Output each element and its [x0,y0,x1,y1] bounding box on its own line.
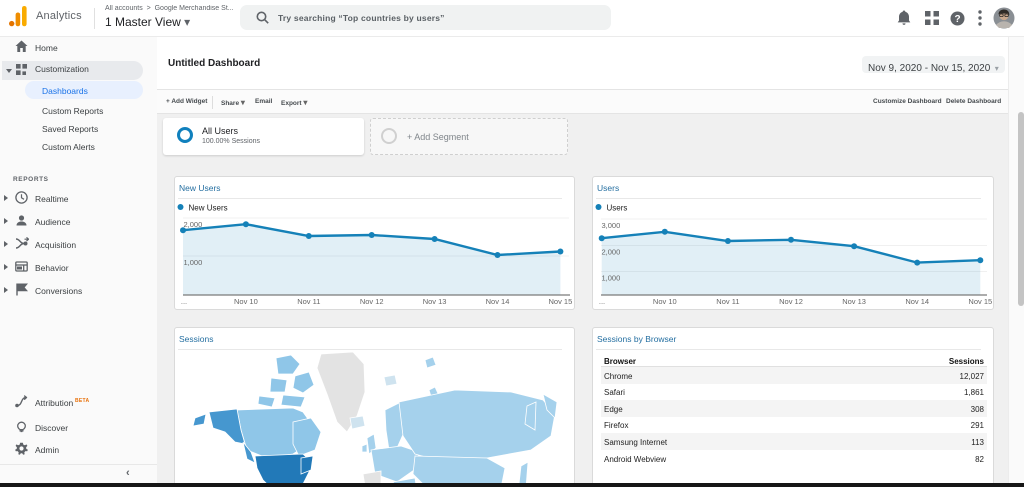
svg-text:...: ... [181,297,187,306]
svg-text:Nov 10: Nov 10 [653,297,677,306]
svg-text:Nov 15: Nov 15 [968,297,992,306]
svg-text:Nov 13: Nov 13 [842,297,866,306]
svg-text:Nov 14: Nov 14 [905,297,929,306]
svg-text:Nov 12: Nov 12 [779,297,803,306]
svg-text:Nov 12: Nov 12 [360,297,384,306]
svg-text:Nov 10: Nov 10 [234,297,258,306]
svg-text:3,000: 3,000 [602,221,621,230]
svg-text:Nov 11: Nov 11 [297,297,320,306]
svg-text:Nov 14: Nov 14 [486,297,510,306]
svg-text:2,000: 2,000 [184,220,203,229]
svg-text:2,000: 2,000 [602,248,621,257]
svg-text:Nov 13: Nov 13 [423,297,447,306]
svg-text:...: ... [599,297,605,306]
svg-text:Users: Users [607,204,628,213]
svg-text:Nov 15: Nov 15 [549,297,573,306]
svg-text:Nov 11: Nov 11 [716,297,739,306]
svg-text:New Users: New Users [189,204,228,213]
svg-text:?: ? [954,14,960,25]
svg-text:1,000: 1,000 [602,274,621,283]
svg-text:1,000: 1,000 [184,258,203,267]
